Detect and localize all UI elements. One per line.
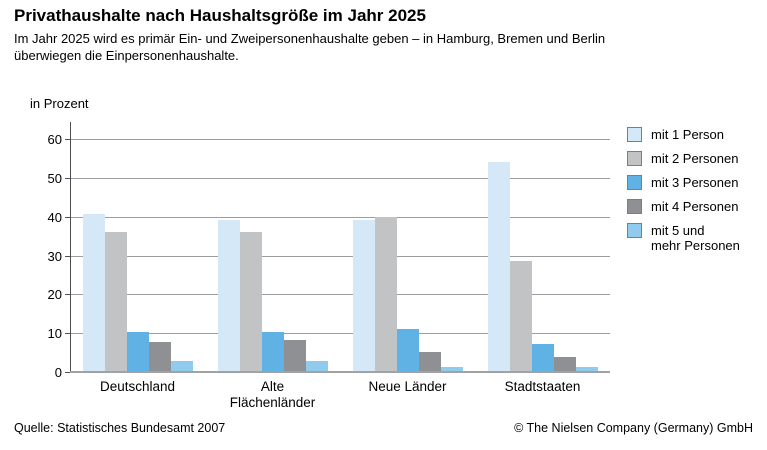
bar-series-4-cat-1 (148, 342, 171, 373)
x-axis-baseline (70, 371, 610, 373)
x-axis-label-3: Neue Länder (368, 379, 447, 394)
y-tick-30 (65, 256, 70, 257)
legend-swatch-icon (627, 127, 642, 142)
chart-legend: mit 1 Person mit 2 Personen mit 3 Personen… (627, 127, 740, 253)
y-tick-label-60: 60 (47, 132, 62, 147)
bar-series-3-cat-3 (396, 329, 419, 373)
bar-series-5-cat-4 (575, 367, 598, 373)
gridline-20 (70, 294, 610, 295)
y-tick-label-20: 20 (47, 287, 62, 302)
y-tick-50 (65, 178, 70, 179)
y-tick-0 (65, 372, 70, 373)
bar-series-4-cat-2 (283, 340, 306, 373)
bar-series-5-cat-2 (305, 361, 328, 373)
x-axis-label-1: Deutschland (99, 379, 176, 394)
bar-series-3-cat-1 (126, 332, 149, 373)
gridline-40 (70, 217, 610, 218)
x-axis-labels: Deutschland Alte Flächenländer Neue Länder… (70, 379, 610, 411)
bar-group-1 (70, 122, 205, 373)
legend-item-5: mit 5 und mehr Personen (627, 223, 740, 253)
source-note: Quelle: Statistisches Bundesamt 2007 (14, 421, 226, 435)
bar-groups (70, 122, 610, 373)
bar-series-5-cat-1 (170, 361, 193, 373)
y-axis-line (70, 122, 71, 373)
legend-item-4: mit 4 Personen (627, 199, 740, 214)
bar-chart-plot-area: 0 10 20 30 40 50 60 (48, 122, 610, 380)
page-title: Privathaushalte nach Haushaltsgröße im J… (14, 6, 426, 25)
copyright-note: © The Nielsen Company (Germany) GmbH (514, 421, 753, 435)
y-axis-unit-label: in Prozent (30, 96, 89, 111)
legend-item-3: mit 3 Personen (627, 175, 740, 190)
bar-series-4-cat-4 (553, 357, 576, 373)
legend-label: mit 3 Personen (651, 175, 739, 190)
legend-label: mit 4 Personen (651, 199, 739, 214)
y-tick-label-30: 30 (47, 249, 62, 264)
gridline-10 (70, 333, 610, 334)
legend-swatch-icon (627, 175, 642, 190)
bar-series-2-cat-1 (104, 232, 127, 373)
legend-swatch-icon (627, 199, 642, 214)
bar-series-4-cat-3 (418, 352, 441, 373)
bar-series-1-cat-2 (217, 220, 240, 373)
legend-label: mit 5 und mehr Personen (651, 223, 740, 253)
gridline-30 (70, 256, 610, 257)
bar-series-2-cat-4 (509, 261, 532, 373)
y-tick-60 (65, 139, 70, 140)
gridline-60 (70, 139, 610, 140)
y-tick-label-40: 40 (47, 210, 62, 225)
y-tick-label-10: 10 (47, 326, 62, 341)
bar-group-4 (475, 122, 610, 373)
bar-series-3-cat-2 (261, 332, 284, 373)
bar-group-3 (340, 122, 475, 373)
bar-series-1-cat-3 (352, 220, 375, 373)
legend-item-1: mit 1 Person (627, 127, 740, 142)
bar-series-5-cat-3 (440, 367, 463, 373)
x-axis-label-4: Stadtstaaten (504, 379, 581, 394)
legend-swatch-icon (627, 151, 642, 166)
bar-series-3-cat-4 (531, 344, 554, 373)
legend-item-2: mit 2 Personen (627, 151, 740, 166)
y-tick-label-50: 50 (47, 171, 62, 186)
bar-series-1-cat-4 (487, 162, 510, 373)
page-subtitle: Im Jahr 2025 wird es primär Ein- und Zwe… (14, 31, 606, 63)
bar-group-2 (205, 122, 340, 373)
x-axis-label-2: Alte Flächenländer (229, 379, 316, 410)
bar-series-2-cat-2 (239, 232, 262, 373)
bar-series-2-cat-3 (374, 217, 397, 373)
legend-label: mit 2 Personen (651, 151, 739, 166)
gridline-50 (70, 178, 610, 179)
y-tick-label-0: 0 (54, 365, 62, 380)
y-tick-10 (65, 333, 70, 334)
y-tick-20 (65, 294, 70, 295)
bar-series-1-cat-1 (82, 214, 105, 373)
legend-swatch-icon (627, 223, 642, 238)
y-tick-40 (65, 217, 70, 218)
legend-label: mit 1 Person (651, 127, 724, 142)
